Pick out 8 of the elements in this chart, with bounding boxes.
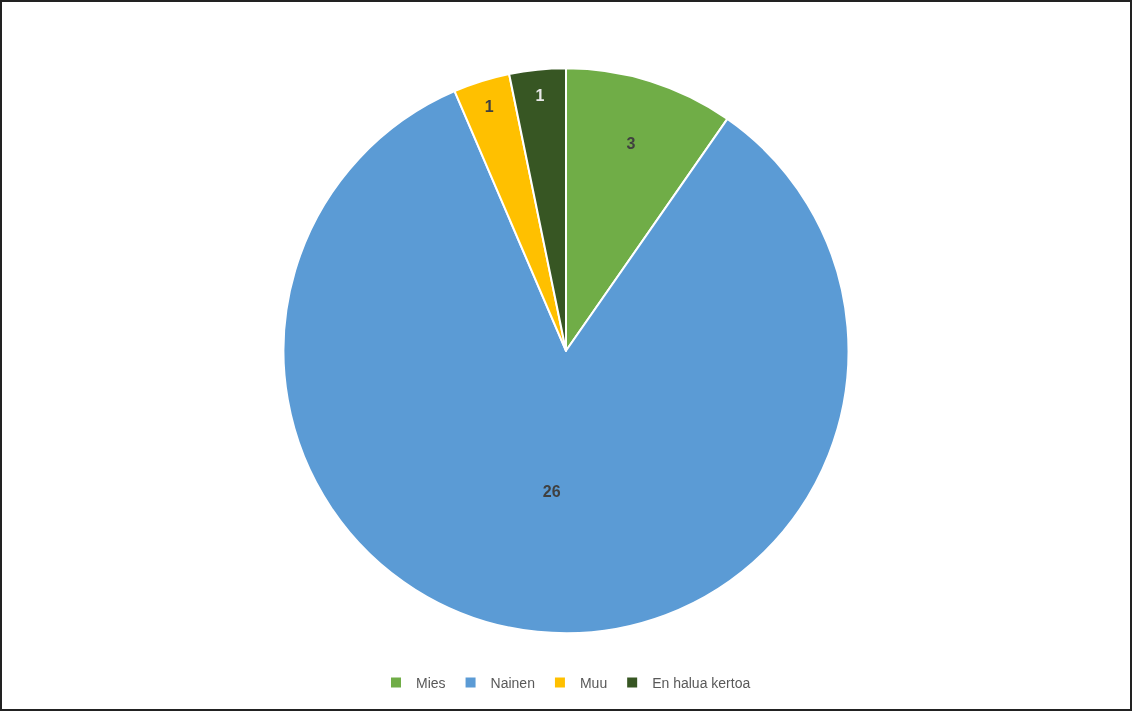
data-label: 1: [484, 97, 494, 115]
data-label: 26: [542, 482, 561, 500]
legend-label: Muu: [579, 675, 608, 692]
legend-label: En halua kertoa: [652, 675, 751, 692]
data-label: 3: [626, 134, 636, 152]
data-label: 1: [535, 87, 545, 105]
legend-label: Mies: [416, 675, 446, 692]
legend-label: Nainen: [490, 675, 535, 692]
